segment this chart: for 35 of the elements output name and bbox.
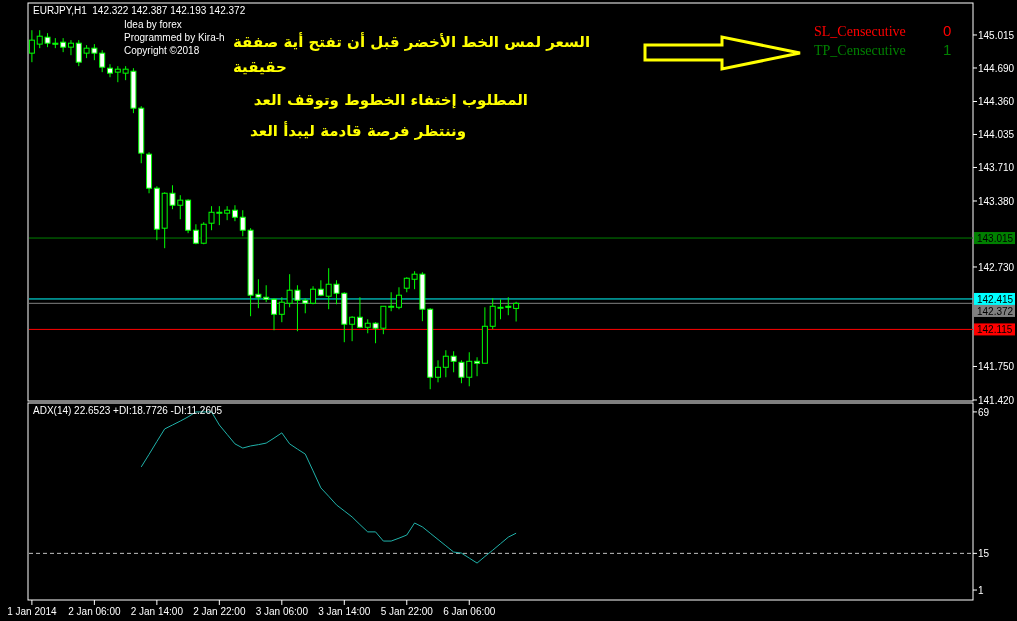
price-label: 142.115 (974, 323, 1015, 336)
x-tick-label: 2 Jan 22:00 (193, 606, 246, 617)
annotation: المطلوب إختفاء الخطوط وتوقف العد (253, 90, 528, 111)
y-tick-label: 69 (978, 406, 990, 418)
y-tick-label: 142.730 (978, 261, 1015, 273)
annotation: SL_Censecutive (814, 24, 906, 39)
y-tick-label: 145.015 (978, 29, 1015, 41)
y-tick-label: 144.690 (978, 62, 1015, 74)
x-tick-label: 5 Jan 22:00 (380, 606, 434, 617)
annotation: السعر لمس الخط الأخضر قبل أن تفتح أية صفقة حقيقية (233, 31, 592, 78)
y-tick-label: 144.360 (978, 96, 1015, 108)
y-tick-label: 141.750 (978, 361, 1015, 373)
y-tick-label: 144.035 (978, 129, 1015, 141)
price-label: 142.415 (974, 292, 1015, 305)
annotation: وننتظر فرصة قادمة ليبدأ العد (250, 120, 466, 142)
annotation: Copyright ©2018 (124, 45, 200, 56)
chart-title: ADX(14) 22.6523 +DI:18.7726 -DI:11.2605 (33, 405, 223, 416)
annotation: 1 (943, 41, 952, 58)
annotation: TP_Censecutive (814, 43, 906, 58)
x-tick-label: 3 Jan 14:00 (318, 606, 371, 617)
y-tick-label: 143.380 (978, 195, 1015, 207)
price-label: 143.015 (974, 232, 1015, 245)
chart-title: EURJPY,H1 142.322 142.387 142.193 142.372 (33, 5, 246, 16)
x-tick-label: 2 Jan 06:00 (68, 606, 121, 617)
annotation: Programmed by Kira-h (124, 32, 225, 43)
x-tick-label: 1 Jan 2014 (7, 606, 58, 617)
y-tick-label: 141.420 (978, 394, 1015, 406)
x-tick-label: 3 Jan 06:00 (255, 606, 309, 617)
x-tick-label: 2 Jan 14:00 (130, 606, 184, 617)
y-tick-label: 1 (978, 585, 984, 597)
y-tick-label: 143.710 (978, 162, 1015, 174)
annotation: 0 (943, 22, 952, 39)
x-tick-label: 6 Jan 06:00 (443, 606, 496, 617)
y-tick-label: 15 (978, 548, 990, 560)
annotation: Idea by forex (124, 19, 182, 30)
